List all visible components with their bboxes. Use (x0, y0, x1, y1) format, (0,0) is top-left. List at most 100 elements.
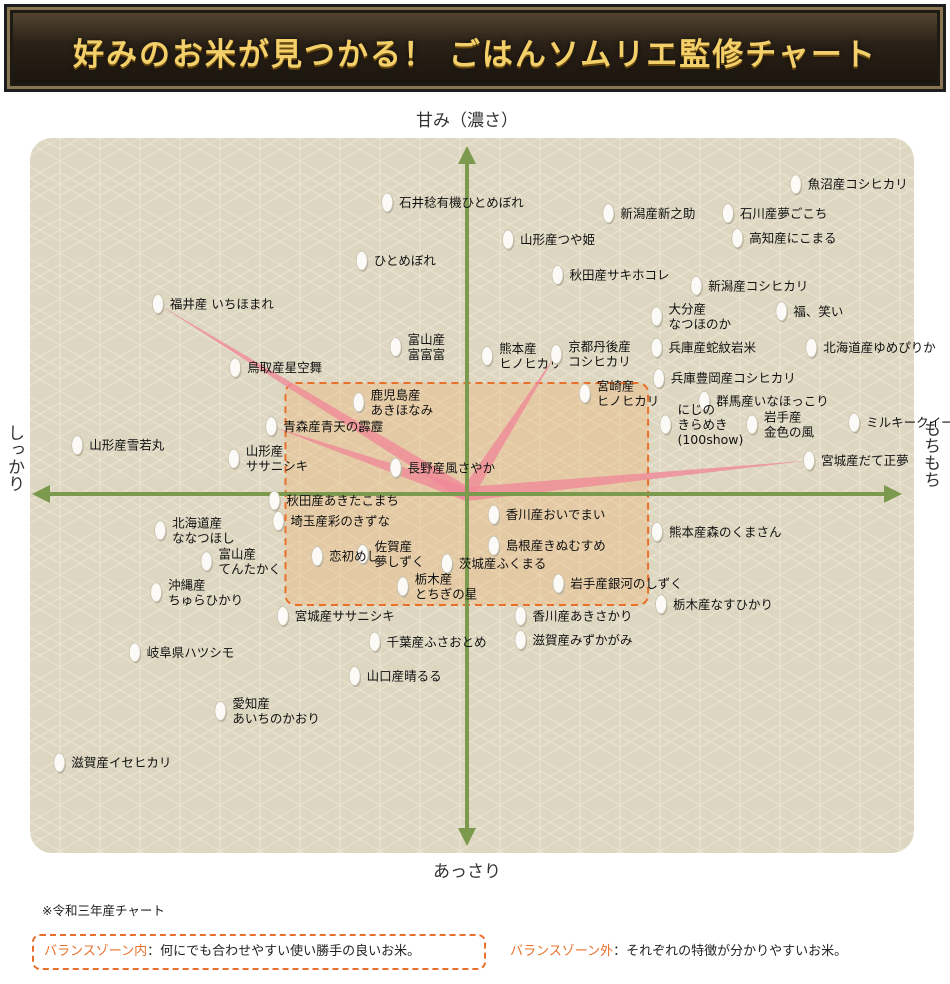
rice-point: 長野産風さやか (389, 457, 496, 479)
point-label: 山口産晴るる (367, 669, 442, 684)
rice-grain-icon (789, 174, 802, 195)
rice-point: 兵庫産蛇紋岩米 (650, 337, 757, 359)
rice-point: 島根産きぬむすめ (487, 535, 606, 557)
rice-grain-icon (848, 412, 861, 433)
rice-grain-icon (655, 594, 667, 615)
point-label: 新潟産新之助 (620, 206, 695, 221)
rice-grain-icon (348, 666, 361, 686)
point-label: 青森産青天の霹靂 (283, 419, 383, 434)
rice-grain-icon (803, 450, 815, 471)
rice-grain-icon (389, 457, 402, 478)
rice-point: 岐阜県ハツシモ (128, 642, 235, 664)
point-label: てんたかく (219, 561, 282, 576)
rice-point: 石川産夢ごこち (722, 203, 827, 225)
rice-point: 群馬産いなほっこり (698, 390, 829, 412)
rice-grain-icon (578, 383, 591, 404)
ray-3 (271, 426, 470, 501)
rice-grain-icon (71, 435, 84, 456)
point-label: 岐阜県ハツシモ (147, 645, 235, 660)
rice-point: 青森産青天の霹靂 (265, 416, 383, 438)
rice-point: 新潟産新之助 (602, 203, 695, 225)
axis-label-bottom: あっさり (433, 862, 501, 882)
point-label: 宮城産ササニシキ (295, 608, 395, 623)
point-label: 山形産つや姫 (520, 232, 595, 247)
rice-grain-icon (775, 301, 788, 322)
rice-point: 鳥取産星空舞 (229, 357, 322, 379)
rice-grain-icon (650, 306, 663, 327)
point-label: 富山産 (219, 546, 257, 561)
point-label: 宮城産だて正夢 (821, 453, 909, 468)
point-label: 滋賀産みずかがみ (533, 632, 633, 647)
point-label: 富山産 (408, 332, 446, 347)
point-label: 栃木産なすひかり (673, 597, 773, 612)
point-label: 福、笑い (793, 304, 843, 319)
rice-grain-icon (698, 390, 711, 411)
rice-point: 山口産晴るる (348, 666, 442, 687)
rice-point: 秋田産あきたこまち (268, 490, 399, 512)
point-label: 群馬産いなほっこり (716, 393, 829, 408)
rice-grain-icon (150, 582, 163, 603)
rice-grain-icon (214, 701, 227, 721)
rice-grain-icon (396, 576, 409, 597)
point-label: 山形産雪若丸 (89, 438, 165, 453)
rice-grain-icon (805, 337, 818, 358)
rice-grain-icon (356, 544, 369, 564)
rice-grain-icon (746, 414, 758, 435)
axis-label-left: しっかり (4, 424, 24, 492)
rice-point: 北海道産ゆめぴりか (805, 337, 936, 359)
rice-point: 福井産 いちほまれ (152, 294, 274, 315)
rice-grain-icon (200, 551, 213, 572)
rice-grain-icon (154, 520, 167, 541)
point-label: 熊本産森のくまさん (669, 524, 782, 539)
rice-point: ひとめぼれ (355, 250, 436, 272)
rice-grain-icon (487, 535, 500, 556)
point-label: 鳥取産星空舞 (247, 360, 322, 375)
point-label: 埼玉産彩のきずな (290, 513, 390, 528)
ray-2 (466, 460, 810, 501)
rice-point: 山形産雪若丸 (71, 435, 165, 457)
point-label: 香川産おいでまい (506, 507, 606, 522)
legend-inside-label: バランスゾーン内 (44, 944, 148, 959)
rice-point: 滋賀産イセヒカリ (53, 752, 171, 774)
title-banner: 好みのお米が見つかる！ ごはんソムリエ監修チャート (4, 4, 946, 92)
axis-label-top: 甘み（濃さ） (416, 111, 518, 131)
rice-point: 埼玉産彩のきずな (272, 511, 390, 532)
rice-point: 高知産にこまる (731, 228, 837, 250)
ray-0 (157, 303, 471, 500)
point-label: 高知産にこまる (749, 231, 836, 246)
chart-note: ※令和三年産チャート (42, 903, 165, 918)
rice-point: 滋賀産みずかがみ (514, 630, 633, 651)
point-label: 宮崎産 (597, 379, 635, 394)
rice-grain-icon (311, 546, 324, 567)
point-label: コシヒカリ (568, 354, 631, 369)
rice-point: 兵庫豊岡産コシヒカリ (652, 368, 796, 390)
rice-grain-icon (128, 642, 141, 663)
point-label: 香川産あきさかり (533, 608, 633, 623)
rice-point: 香川産おいでまい (487, 504, 606, 526)
rice-grain-icon (355, 250, 368, 271)
point-label: 富富富 (408, 347, 446, 362)
point-label: 岩手産銀河のしずく (570, 576, 682, 591)
rice-grain-icon (229, 357, 241, 378)
rice-point: 山形産つや姫 (502, 229, 595, 251)
point-label: 秋田産サキホコレ (570, 267, 670, 282)
rice-point: 宮城産だて正夢 (803, 450, 909, 472)
legend-inside-text: ：何にでも合わせやすい使い勝手の良いお米。 (147, 944, 421, 959)
axis-label-right: もちもち (920, 420, 940, 488)
rice-grain-icon (552, 573, 565, 594)
point-label: 佐賀産 (375, 539, 413, 554)
point-label: 魚沼産コシヒカリ (808, 177, 908, 192)
point-label: 北海道産ゆめぴりか (823, 340, 936, 355)
point-label: 石井稔有機ひとめぼれ (399, 195, 524, 210)
